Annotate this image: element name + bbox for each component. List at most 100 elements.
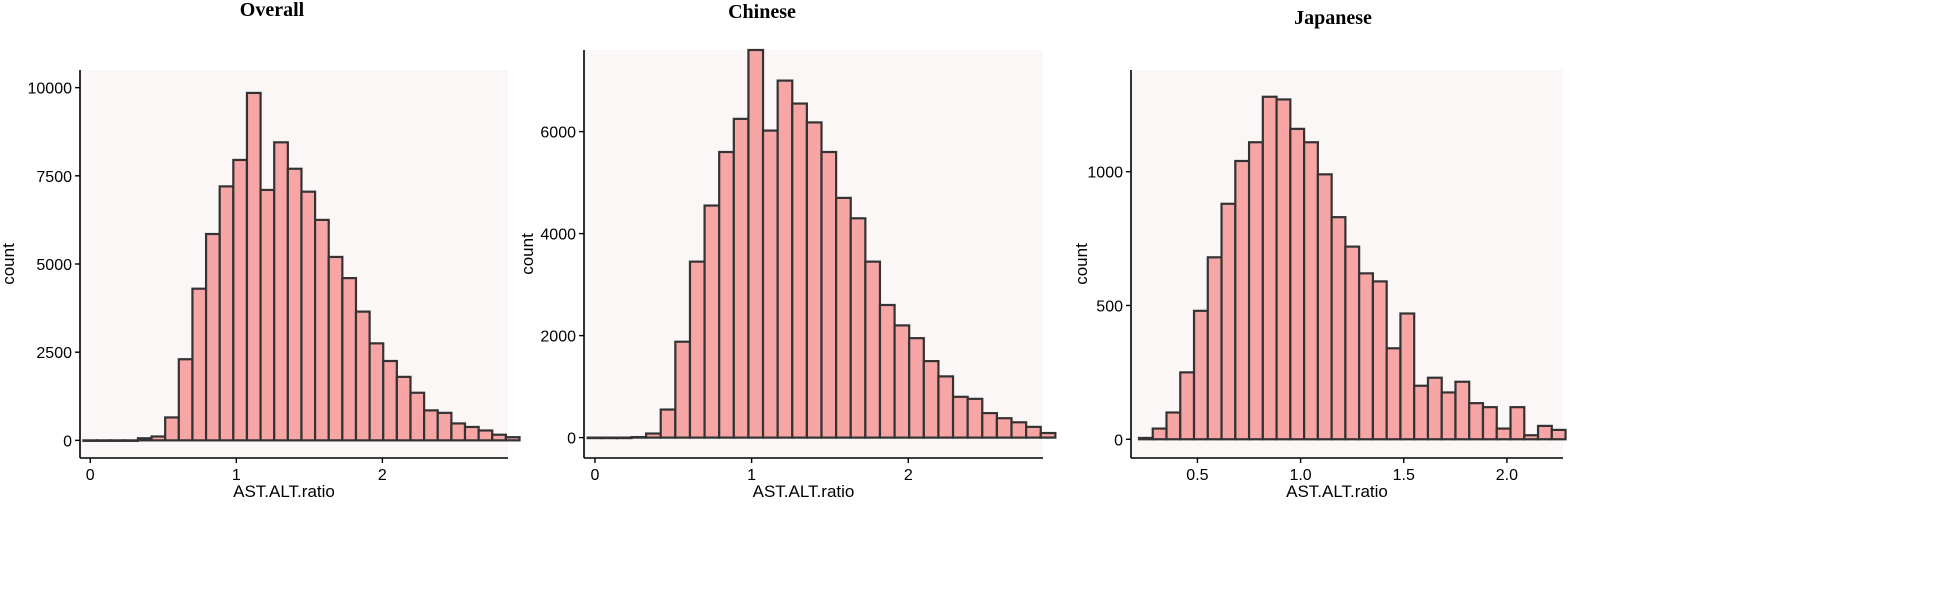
histogram-bar: [1206, 256, 1223, 441]
x-tick-label: 0.5: [1186, 467, 1208, 484]
histogram-bar: [688, 260, 706, 439]
histogram-bar: [123, 439, 140, 442]
x-tick-label: 2.0: [1496, 467, 1518, 484]
x-axis-label: AST.ALT.ratio: [1286, 482, 1388, 501]
histogram-bar: [1523, 434, 1540, 441]
histogram-bar: [1179, 371, 1196, 441]
histogram-bar: [273, 141, 289, 442]
x-tick-label: 1.0: [1289, 467, 1311, 484]
histogram-bar: [82, 439, 99, 442]
histogram-bar: [395, 375, 412, 442]
histogram-bar: [645, 432, 662, 439]
histogram-bar: [922, 360, 940, 439]
histogram-bar: [109, 439, 126, 442]
y-tick-label: 7500: [36, 169, 72, 186]
histogram-bar: [1536, 424, 1553, 441]
japanese-histogram-panel: 0 500 1000 0.5 1.0 1.5 2.0 Japanese AST.ALT.rati…: [1072, 7, 1567, 501]
histogram-bar: [423, 409, 439, 442]
histogram-bar: [1192, 309, 1209, 441]
histogram-bar: [1220, 202, 1237, 441]
y-tick-label: 2000: [540, 329, 576, 346]
histogram-bar: [1165, 411, 1182, 441]
histogram-bar: [937, 375, 955, 439]
histogram-bar: [864, 260, 882, 439]
histogram-bar: [1481, 406, 1498, 441]
x-axis-label: AST.ALT.ratio: [233, 482, 335, 501]
histogram-bar: [436, 411, 453, 442]
y-axis-label: count: [1072, 243, 1091, 285]
histogram-bar: [450, 422, 467, 442]
histogram-bar: [1413, 384, 1430, 441]
histogram-bar: [1495, 427, 1512, 441]
histogram-bar: [463, 425, 480, 442]
histogram-bar: [703, 204, 721, 439]
x-tick-label: 0: [86, 467, 95, 484]
histogram-bar: [286, 167, 303, 442]
histogram-bar: [245, 91, 262, 442]
y-tick-label: 5000: [36, 257, 72, 274]
histogram-bar: [1039, 431, 1057, 439]
x-tick-label: 1: [232, 467, 241, 484]
histogram-bar: [761, 129, 779, 439]
chart-title: Overall: [240, 0, 305, 21]
histogram-bar: [1344, 245, 1361, 441]
histogram-bar: [150, 435, 167, 442]
histogram-bar: [820, 150, 838, 439]
histogram-bar: [1025, 425, 1042, 439]
y-tick-label: 4000: [540, 227, 576, 244]
histogram-bar: [1261, 95, 1278, 441]
histogram-bar: [368, 342, 385, 442]
histogram-bar: [504, 436, 521, 442]
histogram-bar: [601, 436, 618, 440]
histogram-bar: [1468, 402, 1485, 441]
histogram-bar: [1550, 428, 1567, 441]
histogram-bar: [791, 102, 808, 439]
histogram-bar: [191, 287, 208, 442]
histogram-bar: [1399, 312, 1416, 441]
histogram-bar: [477, 429, 494, 442]
histogram-bar: [1303, 141, 1319, 441]
y-tick-label: 10000: [28, 81, 73, 98]
histogram-bar: [164, 416, 180, 442]
histogram-bar: [893, 324, 911, 439]
histogram-bar: [908, 337, 925, 439]
histogram-bar: [981, 412, 998, 439]
chart-title: Chinese: [728, 1, 796, 23]
histogram-bar: [218, 185, 235, 442]
x-tick-label: 2: [378, 467, 387, 484]
histogram-bar: [1010, 421, 1028, 439]
histogram-bar: [659, 408, 677, 439]
histogram-bar: [849, 217, 867, 439]
histogram-bar: [300, 190, 317, 442]
histogram-bar: [491, 433, 507, 442]
histogram-bar: [1275, 98, 1292, 441]
histogram-bar: [327, 255, 344, 442]
chart-title: Japanese: [1294, 7, 1372, 29]
histogram-bar: [382, 359, 398, 442]
x-tick-label: 1.5: [1393, 467, 1415, 484]
histogram-bar: [1509, 406, 1526, 441]
histogram-bar: [232, 158, 249, 442]
histogram-bar: [1440, 391, 1457, 441]
histogram-bar: [313, 218, 330, 442]
x-axis-label: AST.ALT.ratio: [753, 482, 855, 501]
histogram-bar: [1358, 272, 1375, 441]
histogram-bar: [1234, 159, 1251, 441]
histogram-bar: [615, 436, 633, 440]
histogram-bar: [878, 303, 896, 439]
histogram-bar: [747, 48, 765, 439]
histogram-bar: [1385, 347, 1402, 441]
histogram-bar: [835, 196, 852, 439]
y-tick-label: 6000: [540, 125, 576, 142]
histogram-bar: [630, 435, 648, 439]
histogram-bar: [1137, 436, 1154, 441]
y-tick-label: 500: [1096, 298, 1123, 315]
histogram-bar: [1316, 173, 1333, 441]
histogram-bar: [1426, 376, 1443, 441]
x-tick-label: 2: [904, 467, 913, 484]
histogram-bar: [1151, 427, 1168, 441]
histogram-bar: [1247, 141, 1264, 441]
histogram-bar: [718, 150, 735, 439]
y-axis-label: count: [518, 233, 537, 275]
histogram-bar: [805, 121, 823, 439]
